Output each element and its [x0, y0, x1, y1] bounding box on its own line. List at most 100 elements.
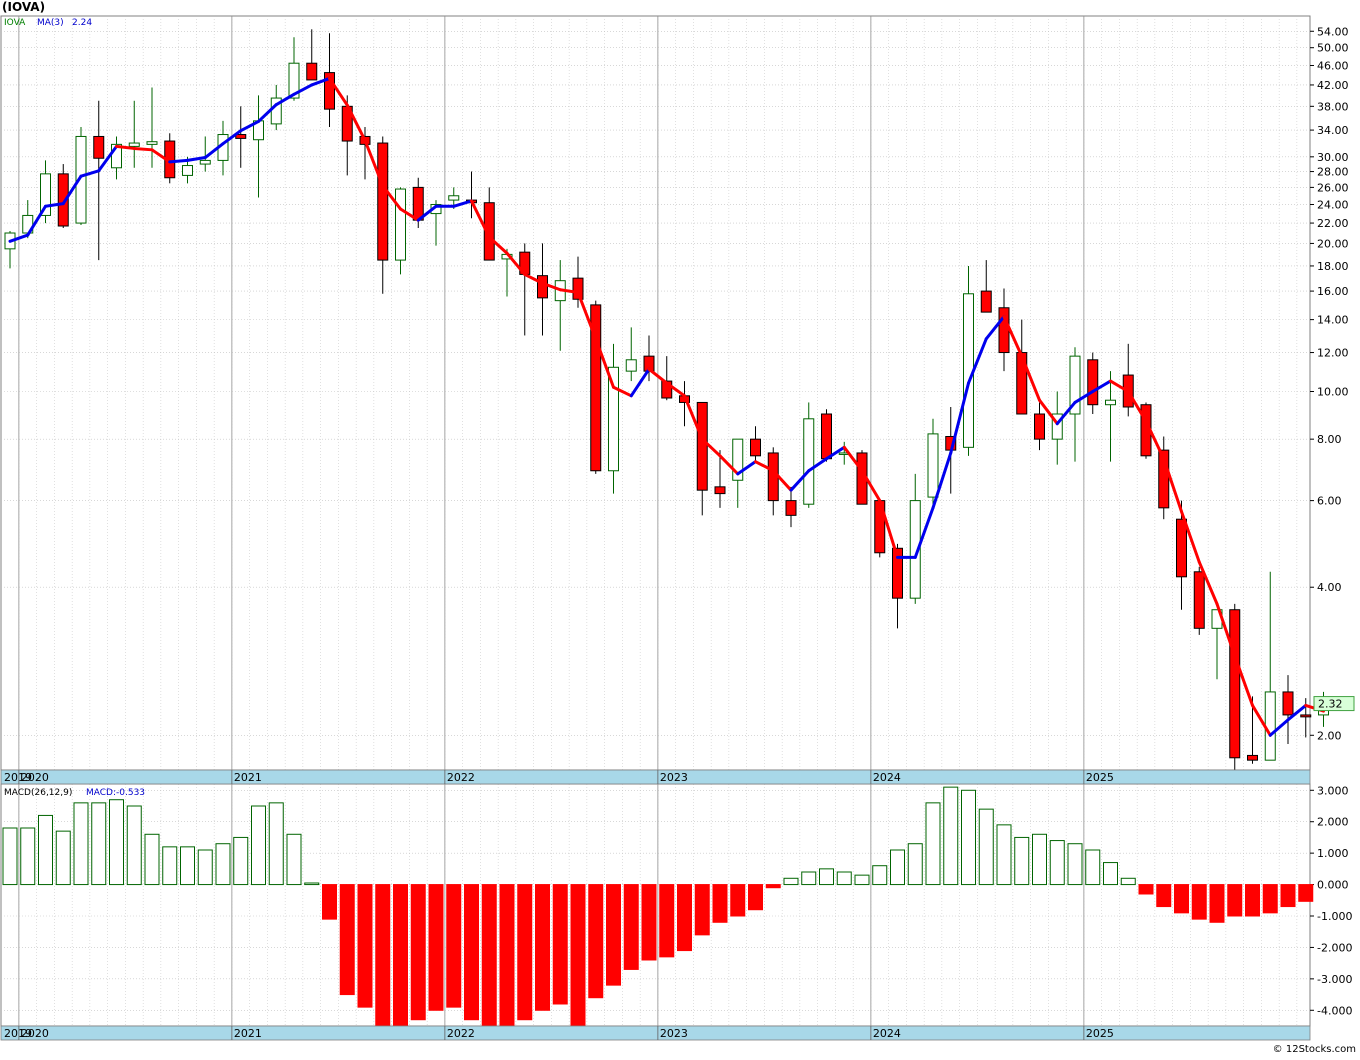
- macd-bar: [38, 814, 53, 886]
- ma-line-segment: [594, 337, 615, 389]
- ma-line-segment: [1286, 703, 1308, 722]
- macd-bar: [1174, 884, 1189, 914]
- candle-body: [927, 433, 939, 498]
- macd-bar: [1191, 884, 1207, 920]
- ma-line-segment: [168, 158, 189, 164]
- candle-body: [111, 143, 122, 169]
- macd-bar: [588, 884, 604, 999]
- ma-line-segment: [310, 76, 331, 87]
- candle-body: [93, 135, 105, 159]
- macd-bar: [854, 874, 870, 886]
- ma-line-segment: [754, 460, 775, 473]
- macd-bar: [1245, 884, 1260, 917]
- candle-body: [732, 438, 744, 481]
- macd-bar: [481, 884, 497, 1027]
- ma-line-segment: [1144, 419, 1166, 461]
- macd-bar: [375, 884, 391, 1027]
- price-year-label: 2023: [660, 771, 688, 784]
- candle-body: [1069, 355, 1081, 415]
- macd-bar: [1103, 862, 1118, 886]
- candle-body: [1034, 413, 1045, 440]
- macd-bar: [197, 849, 213, 886]
- candle-body: [182, 165, 193, 176]
- ma-line-segment: [221, 129, 243, 146]
- candle-body: [750, 438, 761, 457]
- ma-line-segment: [629, 367, 651, 398]
- ma-line-segment: [203, 142, 225, 160]
- ma-line-segment: [1109, 379, 1130, 393]
- ma-line-segment: [1251, 703, 1272, 737]
- candle-body: [537, 275, 548, 299]
- price-tick-label: 18.00: [1317, 260, 1349, 273]
- candle-body: [1105, 399, 1116, 406]
- ma-line-segment: [61, 174, 83, 206]
- candle-body: [1300, 714, 1312, 718]
- candle-body: [40, 173, 51, 216]
- macd-bar: [606, 884, 621, 986]
- candle-body: [288, 62, 300, 99]
- macd-tick-label: 3.000: [1317, 784, 1349, 797]
- macd-bar: [2, 827, 18, 886]
- price-tick-label: 20.00: [1317, 237, 1349, 250]
- ma-line-segment: [913, 506, 935, 559]
- macd-bar: [304, 882, 320, 886]
- ma-line-segment: [150, 148, 172, 164]
- macd-bar: [251, 805, 266, 886]
- candle-body: [909, 500, 921, 599]
- macd-tick-label: -1.000: [1317, 910, 1352, 923]
- ma-label: MA(3): [37, 18, 64, 28]
- ma-line-segment: [1126, 389, 1148, 423]
- macd-year-label: 2024: [873, 1027, 901, 1040]
- ma-line-segment: [487, 235, 509, 255]
- macd-bar: [907, 843, 923, 886]
- candle-body: [998, 307, 1010, 354]
- macd-bar: [162, 846, 178, 886]
- candle-body: [306, 62, 318, 81]
- macd-tick-label: 0.000: [1317, 879, 1349, 892]
- candle-body: [1282, 691, 1294, 716]
- candle-body: [75, 135, 87, 224]
- macd-year-label: 2019: [4, 1027, 32, 1040]
- candle-body: [714, 486, 726, 495]
- candle-body: [1087, 359, 1099, 406]
- macd-bar: [286, 833, 302, 886]
- price-year-label: 2020: [21, 771, 49, 784]
- candle-body: [821, 413, 832, 460]
- candle-body: [1247, 754, 1258, 761]
- ma-line-segment: [860, 469, 882, 503]
- macd-bar: [180, 846, 195, 886]
- candle-body: [1176, 518, 1187, 578]
- price-tick-label: 34.00: [1317, 124, 1349, 137]
- price-tick-label: 28.00: [1317, 166, 1349, 179]
- ma-line-segment: [26, 204, 47, 237]
- macd-bar: [1298, 884, 1314, 902]
- candle-body: [199, 159, 211, 165]
- ma-line-segment: [541, 281, 562, 292]
- macd-bar: [712, 884, 728, 923]
- macd-bar: [1209, 884, 1225, 923]
- candle-body: [57, 173, 69, 227]
- candle-body: [377, 142, 389, 261]
- ma-line-segment: [292, 83, 314, 96]
- candle-body: [395, 188, 406, 261]
- macd-bar: [641, 884, 657, 961]
- macd-bar: [961, 789, 976, 886]
- macd-bar: [1032, 833, 1047, 886]
- ma-line-segment: [700, 437, 722, 458]
- macd-bar: [925, 802, 941, 886]
- ma-line-segment: [789, 469, 811, 492]
- macd-year-label: 2020: [21, 1027, 49, 1040]
- price-symbol-label: IOVA: [4, 18, 26, 28]
- macd-bar: [428, 884, 444, 1011]
- ma-line-segment: [1091, 379, 1112, 393]
- macd-bar: [1049, 840, 1065, 886]
- price-year-label: 2022: [447, 771, 475, 784]
- candle-body: [146, 141, 158, 145]
- ma-line-segment: [807, 457, 828, 473]
- ma-line-segment: [523, 272, 544, 285]
- ma-line-segment: [842, 445, 864, 473]
- ma-line-segment: [1073, 389, 1095, 404]
- macd-bar: [357, 884, 373, 1008]
- candle-body: [696, 401, 708, 491]
